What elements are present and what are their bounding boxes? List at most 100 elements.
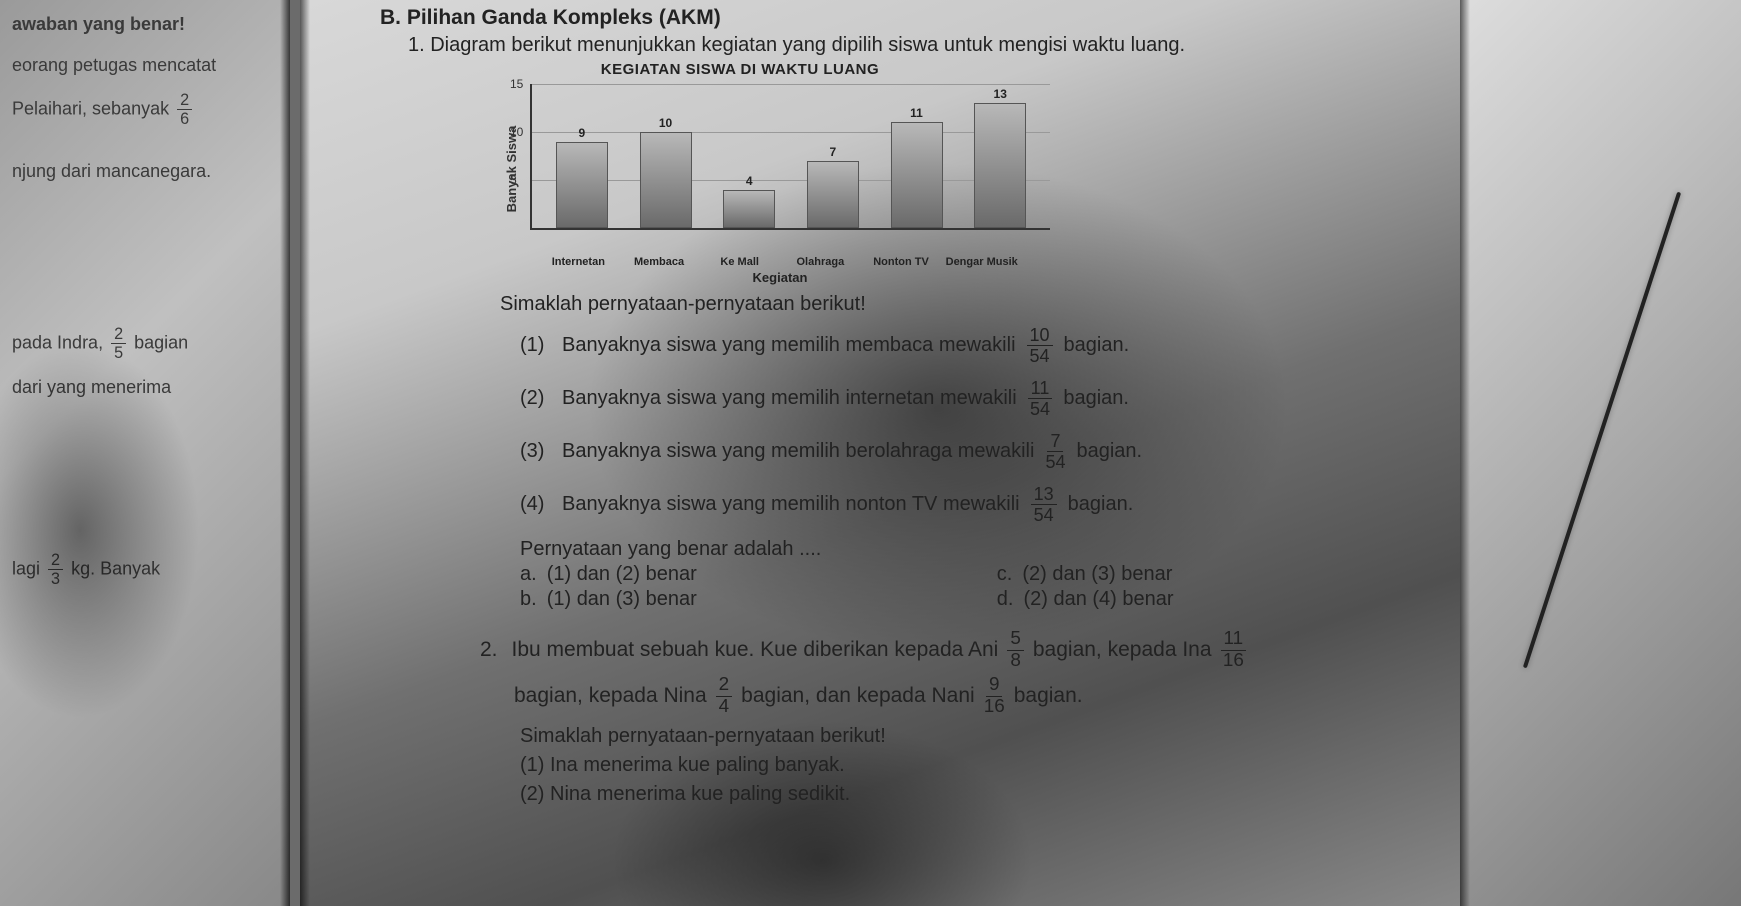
s2-text-a: Banyaknya siswa yang memilih internetan … <box>562 387 1017 410</box>
bar <box>640 132 692 228</box>
q2-sub-intro: Simaklah pernyataan-pernyataan berikut! <box>360 725 1420 748</box>
chart-x-title: Kegiatan <box>500 270 1060 285</box>
main-page: B. Pilihan Ganda Kompleks (AKM) 1. Diagr… <box>300 0 1460 906</box>
s3-text-a: Banyaknya siswa yang memilih berolahraga… <box>562 440 1034 463</box>
bar-column: 7 <box>791 84 875 228</box>
question-2: 2. Ibu membuat sebuah kue. Kue diberikan… <box>360 627 1420 719</box>
bar-value-label: 9 <box>578 126 585 140</box>
q2-statement-1: (1) Ina menerima kue paling banyak. <box>360 754 1420 777</box>
y-tick-label: 5 <box>510 173 517 187</box>
statement-3: (3) Banyaknya siswa yang memilih berolah… <box>520 432 1420 471</box>
bar <box>723 190 775 228</box>
l7-num: 2 <box>48 552 63 570</box>
s1-text-b: bagian. <box>1064 334 1130 357</box>
s4-num: (4) <box>520 493 554 516</box>
left-line-6: dari yang menerima <box>12 373 278 402</box>
left-line-4: njung dari mancanegara. <box>12 157 278 186</box>
q2-frac-1: 58 <box>1007 630 1024 671</box>
s3-text-b: bagian. <box>1076 440 1142 463</box>
page-crease <box>1523 192 1681 669</box>
statements-intro: Simaklah pernyataan-pernyataan berikut! <box>360 293 1420 316</box>
options-intro: Pernyataan yang benar adalah .... <box>360 538 1420 561</box>
l5-fraction: 2 5 <box>111 326 126 361</box>
y-tick-label: 15 <box>510 77 523 91</box>
l3-den: 6 <box>180 110 189 127</box>
s4-fraction: 1354 <box>1031 485 1057 524</box>
y-tick-label: 10 <box>510 125 523 139</box>
statement-4: (4) Banyaknya siswa yang memilih nonton … <box>520 485 1420 524</box>
bar <box>891 122 943 228</box>
chart-x-labels: InternetanMembacaKe MallOlahragaNonton T… <box>500 254 1060 268</box>
x-category-label: Ke Mall <box>699 256 780 268</box>
l5-text-a: pada Indra, <box>12 332 103 352</box>
option-d: d.(2) dan (4) benar <box>997 588 1174 611</box>
bar-column: 11 <box>875 84 959 228</box>
l3-fraction: 2 6 <box>177 92 192 127</box>
q2-statement-2: (2) Nina menerima kue paling sedikit. <box>360 783 1420 806</box>
x-category-label: Membaca <box>619 256 700 268</box>
s4-text-a: Banyaknya siswa yang memilih nonton TV m… <box>562 493 1020 516</box>
chart-title: KEGIATAN SISWA DI WAKTU LUANG <box>480 61 1000 78</box>
right-page-fragment <box>1460 0 1741 906</box>
statement-2: (2) Banyaknya siswa yang memilih interne… <box>520 379 1420 418</box>
bar <box>556 142 608 228</box>
bar-column: 13 <box>958 84 1042 228</box>
bar-value-label: 13 <box>994 87 1007 101</box>
bar-column: 10 <box>624 84 708 228</box>
statements-list: (1) Banyaknya siswa yang memilih membaca… <box>360 326 1420 524</box>
x-category-label: Internetan <box>538 256 619 268</box>
options-row-1: a.(1) dan (2) benar c.(2) dan (3) benar <box>360 563 1420 586</box>
l3-num: 2 <box>177 92 192 110</box>
bar-value-label: 10 <box>659 116 672 130</box>
q2-text-c: bagian, kepada Nina <box>514 673 707 719</box>
q2-number: 2. <box>480 627 498 673</box>
option-b: b.(1) dan (3) benar <box>520 588 697 611</box>
q1-prompt: 1. Diagram berikut menunjukkan kegiatan … <box>360 34 1420 57</box>
chart-plot-area: 51015 910471113 <box>530 84 1050 230</box>
bar-value-label: 7 <box>830 145 837 159</box>
chart-bars: 9 10 4 7 11 13 <box>532 84 1050 228</box>
l5-text-b: bagian <box>134 332 188 352</box>
bar <box>974 103 1026 228</box>
s1-text-a: Banyaknya siswa yang memilih membaca mew… <box>562 334 1016 357</box>
s1-fraction: 1054 <box>1027 326 1053 365</box>
statement-1: (1) Banyaknya siswa yang memilih membaca… <box>520 326 1420 365</box>
l5-num: 2 <box>111 326 126 344</box>
option-c: c.(2) dan (3) benar <box>997 563 1173 586</box>
s2-num: (2) <box>520 387 554 410</box>
s4-text-b: bagian. <box>1068 493 1134 516</box>
s1-num: (1) <box>520 334 554 357</box>
x-category-label: Olahraga <box>780 256 861 268</box>
left-line-1: awaban yang benar! <box>12 10 278 39</box>
l7-text-a: lagi <box>12 558 40 578</box>
q2-frac-2: 1116 <box>1221 630 1247 671</box>
s3-num: (3) <box>520 440 554 463</box>
s2-text-b: bagian. <box>1063 387 1129 410</box>
left-line-5: pada Indra, 2 5 bagian <box>12 326 278 361</box>
bar-value-label: 11 <box>910 106 923 120</box>
bar-value-label: 4 <box>746 174 753 188</box>
left-line-2: eorang petugas mencatat <box>12 51 278 80</box>
l3-text: Pelaihari, sebanyak <box>12 98 169 118</box>
s3-fraction: 754 <box>1045 432 1065 471</box>
l7-fraction: 2 3 <box>48 552 63 587</box>
q2-text-e: bagian. <box>1014 673 1083 719</box>
l7-den: 3 <box>51 570 60 587</box>
option-a: a.(1) dan (2) benar <box>520 563 697 586</box>
x-category-label: Dengar Musik <box>941 256 1022 268</box>
bar <box>807 161 859 228</box>
s2-fraction: 1154 <box>1028 379 1053 418</box>
bar-column: 4 <box>707 84 791 228</box>
bar-column: 9 <box>540 84 624 228</box>
bar-chart: Banyak Siswa 51015 910471113 InternetanM… <box>500 84 1060 285</box>
l5-den: 5 <box>114 344 123 361</box>
x-category-label: Nonton TV <box>861 256 942 268</box>
q2-frac-4: 916 <box>984 676 1005 717</box>
q2-text-a: Ibu membuat sebuah kue. Kue diberikan ke… <box>512 627 999 673</box>
section-header: B. Pilihan Ganda Kompleks (AKM) <box>360 6 1420 30</box>
q2-frac-3: 24 <box>716 676 733 717</box>
left-page-fragment: awaban yang benar! eorang petugas mencat… <box>0 0 290 906</box>
left-line-3: Pelaihari, sebanyak 2 6 <box>12 92 278 127</box>
q2-text-d: bagian, dan kepada Nani <box>741 673 975 719</box>
l7-text-b: kg. Banyak <box>71 558 160 578</box>
